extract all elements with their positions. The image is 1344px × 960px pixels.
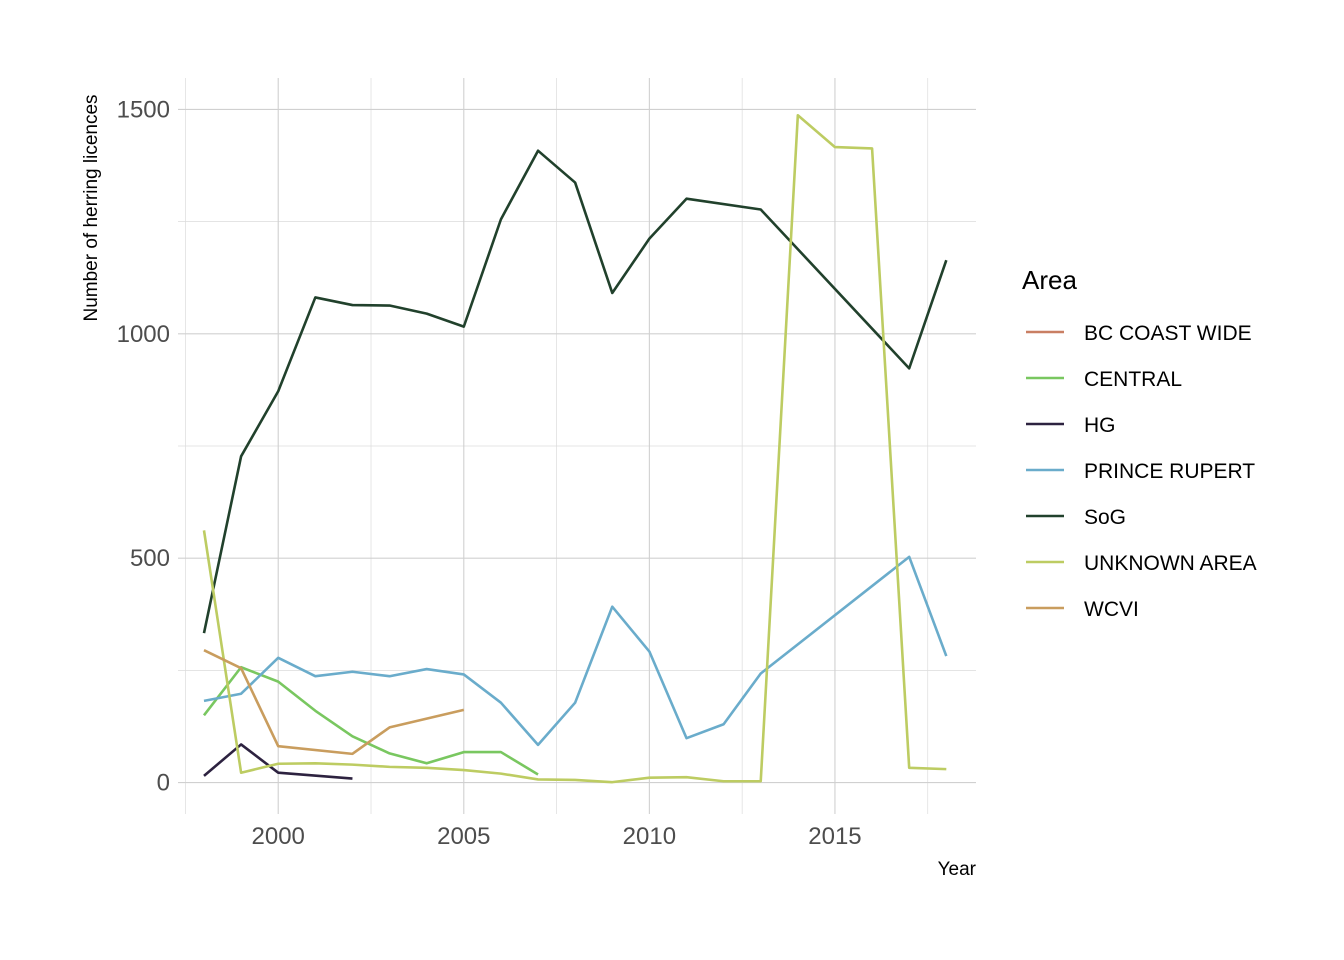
x-axis-title: Year — [938, 859, 977, 880]
x-tick-label-2015: 2015 — [808, 823, 861, 850]
series-line-prince-rupert — [203, 555, 948, 747]
legend-label-prince-rupert: PRINCE RUPERT — [1084, 460, 1255, 483]
y-axis-ticks: 0 500 1000 1500 — [117, 96, 170, 796]
series-line-hg — [203, 743, 353, 780]
series-lines — [202, 113, 948, 784]
x-tick-label-2000: 2000 — [252, 823, 305, 850]
y-axis-title: Number of herring licences — [81, 94, 102, 321]
series-line-wcvi — [203, 649, 465, 756]
y-tick-label-500: 500 — [130, 545, 170, 572]
y-tick-label-0: 0 — [157, 770, 170, 797]
legend-label-unknown-area: UNKNOWN AREA — [1084, 552, 1257, 575]
legend-label-bc-coast-wide: BC COAST WIDE — [1084, 322, 1252, 345]
legend-label-central: CENTRAL — [1084, 368, 1182, 391]
y-tick-label-1500: 1500 — [117, 96, 170, 123]
legend-items: BC COAST WIDE CENTRAL HG PRINCE RUPERT SoG UN… — [1026, 322, 1257, 621]
legend-label-hg: HG — [1084, 414, 1116, 437]
legend-label-sog: SoG — [1084, 506, 1126, 529]
legend: Area BC COAST WIDE CENTRAL HG PRINCE RUPERT… — [1022, 265, 1257, 621]
x-axis-ticks: 2000 2005 2010 2015 — [252, 823, 862, 850]
grid — [178, 78, 976, 814]
x-tick-label-2005: 2005 — [437, 823, 490, 850]
series-line-unknown-area — [202, 113, 947, 784]
y-tick-label-1000: 1000 — [117, 321, 170, 348]
series-line-sog — [202, 149, 948, 634]
legend-title: Area — [1022, 265, 1077, 295]
x-tick-label-2010: 2010 — [623, 823, 676, 850]
legend-label-wcvi: WCVI — [1084, 598, 1139, 621]
